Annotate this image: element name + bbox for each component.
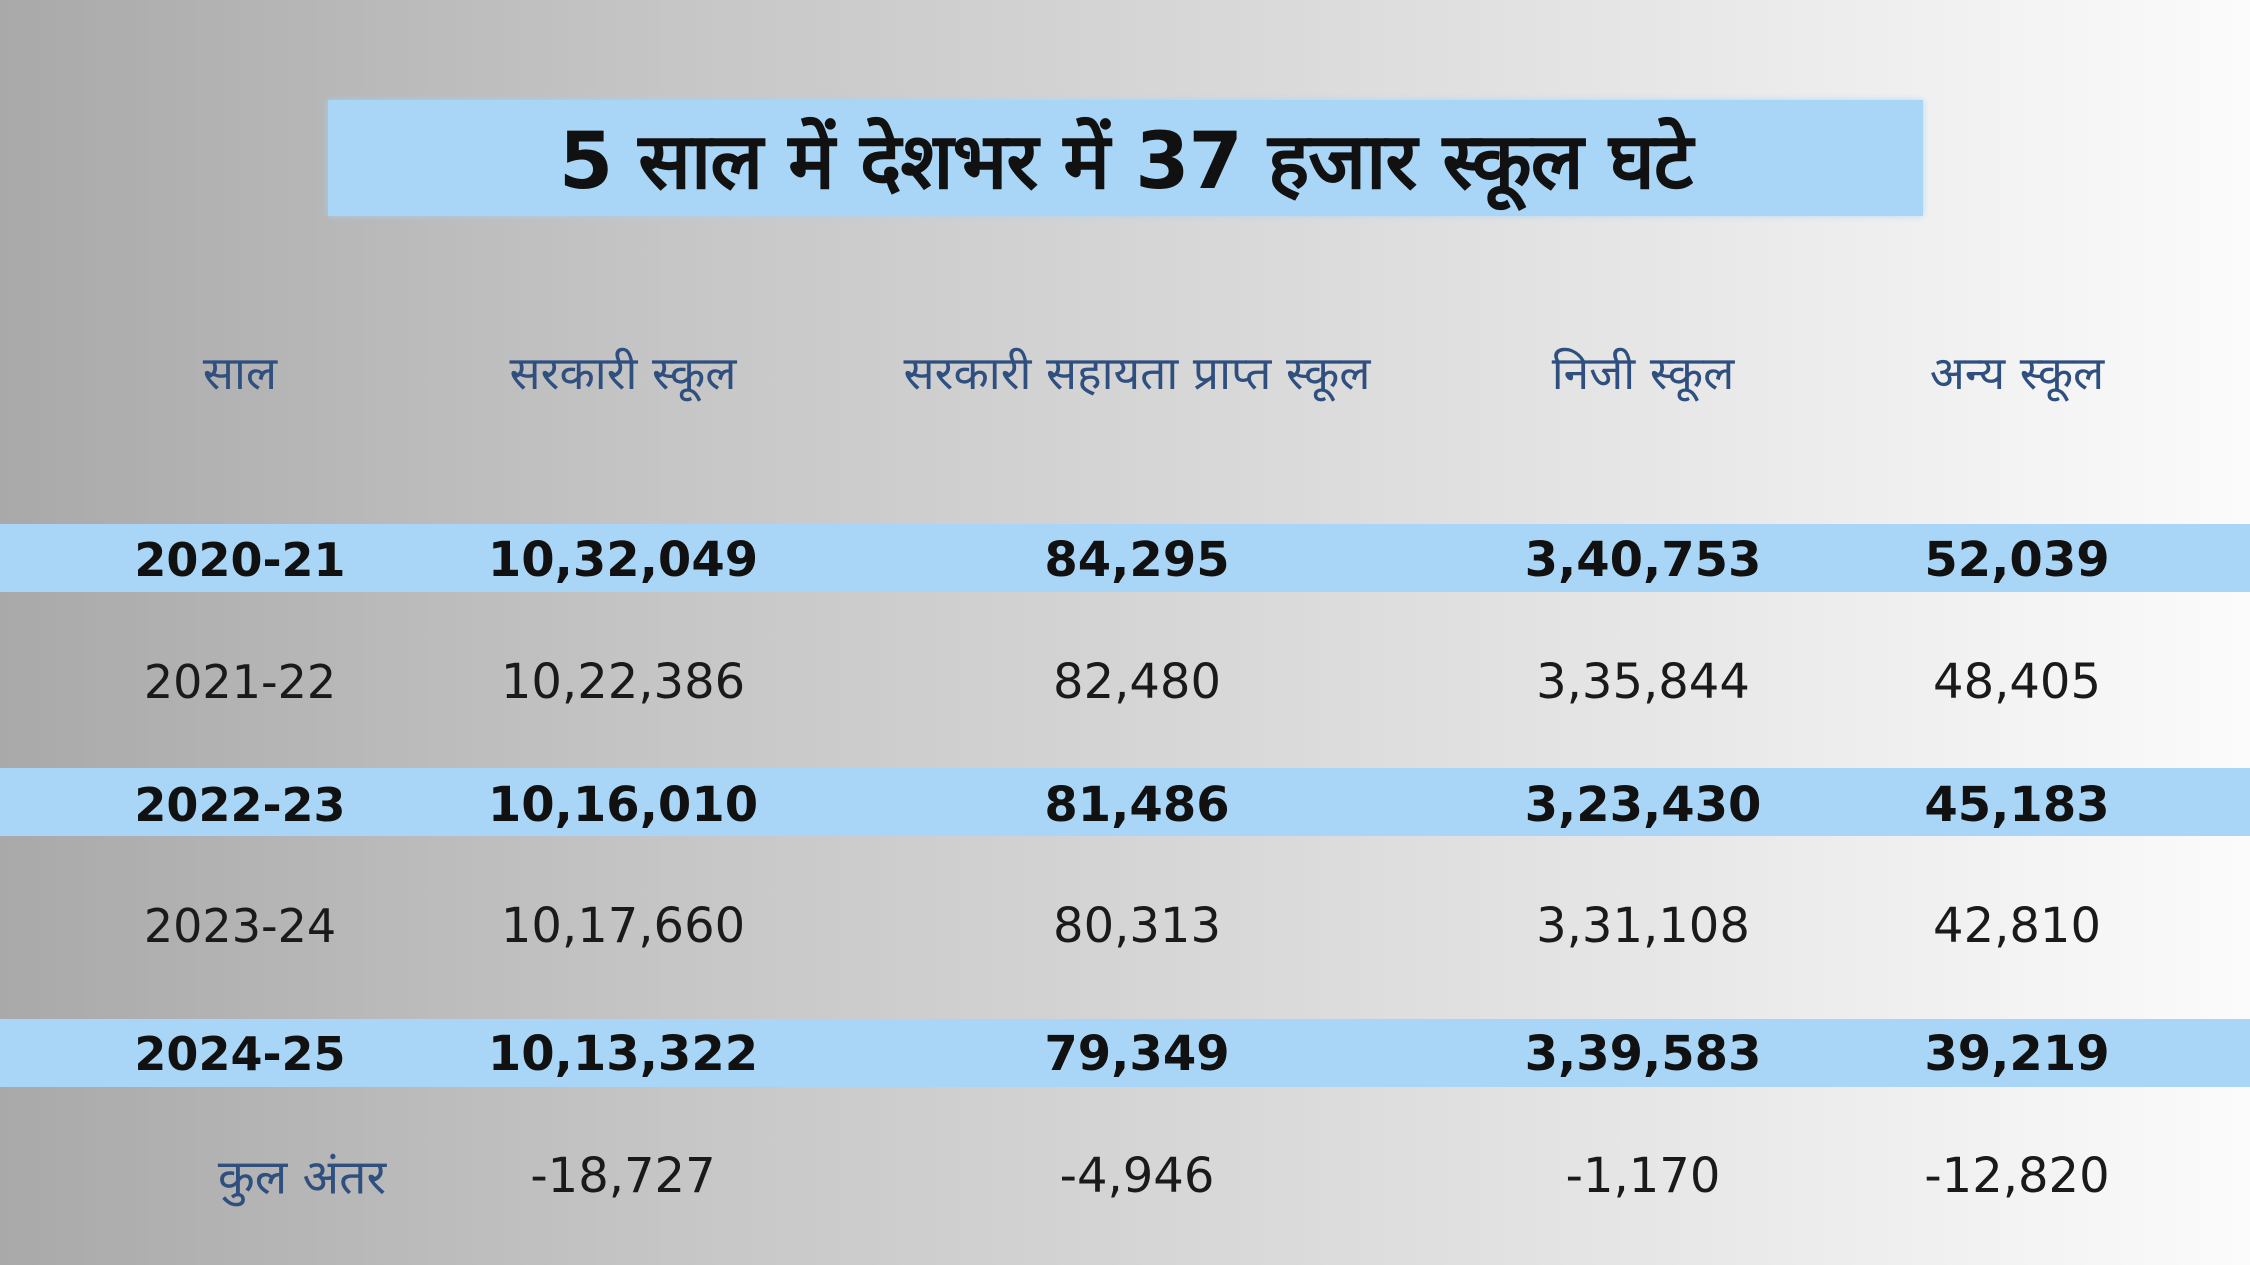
cell-2023-24-col-3: 3,31,108 — [1536, 898, 1750, 954]
cell-2024-25-col-3: 3,39,583 — [1524, 1026, 1762, 1082]
total-cell-col-2: -4,946 — [1059, 1148, 1215, 1204]
cell-2021-22-col-4: 48,405 — [1933, 654, 2101, 710]
cell-2024-25-col-1: 10,13,322 — [487, 1026, 759, 1082]
column-header-0: साल — [202, 346, 278, 400]
chart-title: 5 साल में देशभर में 37 हजार स्कूल घटे — [558, 117, 1693, 207]
cell-2022-23-col-1: 10,16,010 — [487, 777, 759, 833]
column-header-1: सरकारी स्कूल — [509, 346, 737, 400]
cell-2021-22-col-2: 82,480 — [1053, 654, 1221, 710]
cell-2023-24-col-1: 10,17,660 — [500, 898, 746, 954]
total-cell-col-3: -1,170 — [1565, 1148, 1721, 1204]
row-year-2023-24: 2023-24 — [143, 899, 337, 953]
total-cell-col-4: -12,820 — [1924, 1148, 2110, 1204]
cell-2022-23-col-4: 45,183 — [1924, 777, 2110, 833]
row-year-2020-21: 2020-21 — [134, 533, 346, 587]
cell-2020-21-col-3: 3,40,753 — [1524, 532, 1762, 588]
cell-2024-25-col-2: 79,349 — [1044, 1026, 1230, 1082]
row-year-2022-23: 2022-23 — [134, 778, 346, 832]
title-banner: 5 साल में देशभर में 37 हजार स्कूल घटे — [328, 100, 1923, 216]
cell-2020-21-col-1: 10,32,049 — [487, 532, 759, 588]
column-header-4: अन्य स्कूल — [1929, 346, 2105, 400]
cell-2022-23-col-3: 3,23,430 — [1524, 777, 1762, 833]
highlight-band-2022-23 — [0, 768, 2250, 836]
cell-2020-21-col-2: 84,295 — [1044, 532, 1230, 588]
column-header-3: निजी स्कूल — [1551, 346, 1735, 400]
total-cell-col-1: -18,727 — [530, 1148, 716, 1204]
cell-2023-24-col-2: 80,313 — [1053, 898, 1221, 954]
row-year-2024-25: 2024-25 — [134, 1027, 346, 1081]
highlight-band-2020-21 — [0, 524, 2250, 592]
cell-2022-23-col-2: 81,486 — [1044, 777, 1230, 833]
highlight-band-2024-25 — [0, 1019, 2250, 1087]
cell-2021-22-col-3: 3,35,844 — [1536, 654, 1750, 710]
column-header-2: सरकारी सहायता प्राप्त स्कूल — [903, 346, 1371, 400]
row-year-2021-22: 2021-22 — [143, 655, 337, 709]
total-row-label: कुल अंतर — [217, 1149, 387, 1206]
cell-2021-22-col-1: 10,22,386 — [500, 654, 746, 710]
cell-2024-25-col-4: 39,219 — [1924, 1026, 2110, 1082]
cell-2020-21-col-4: 52,039 — [1924, 532, 2110, 588]
cell-2023-24-col-4: 42,810 — [1933, 898, 2101, 954]
